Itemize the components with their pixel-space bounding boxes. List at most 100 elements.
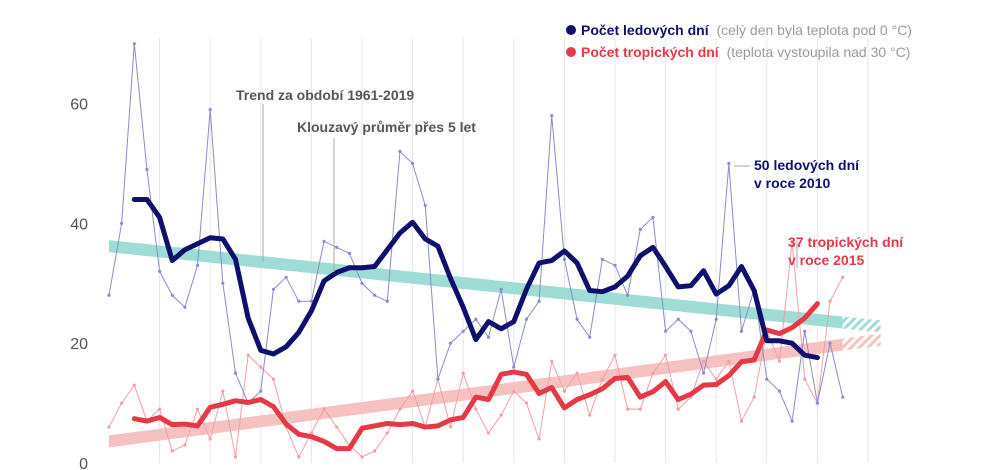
ice-annual-point [448, 341, 453, 345]
tropic-annual-point [360, 455, 364, 459]
tropic-annual-point [335, 425, 339, 429]
ice-annual-point [550, 113, 554, 118]
ice-annual-point [385, 299, 389, 303]
tropic-annual-point [385, 431, 389, 435]
tropic-annual-point [398, 407, 402, 411]
ice-annual-point [701, 371, 706, 375]
ice-annual-point [714, 317, 718, 321]
ice-annual-point [841, 395, 845, 399]
ice-annual-point [613, 263, 617, 267]
ice-annual-point [626, 293, 630, 297]
ice-annual-point [297, 299, 301, 303]
ice-annual-point [347, 251, 351, 255]
ice-annual-point [638, 227, 642, 231]
trend-bands [109, 240, 881, 448]
ice-annual-point [423, 203, 427, 208]
tropic-annual-point [259, 365, 263, 369]
ice-annual-point [411, 161, 415, 166]
ice-annual-point [335, 245, 339, 249]
tropic-annual-point [790, 239, 794, 243]
tropic-annual-point [638, 407, 642, 411]
tropic-annual-point [651, 371, 655, 375]
ice-annual-point [398, 149, 402, 154]
ice-annual-point [259, 389, 263, 393]
ice-annual-point [284, 275, 288, 279]
tropic-annual-point [297, 455, 301, 459]
ice-annual-point [360, 281, 364, 285]
tropic-annual-point [575, 371, 579, 375]
ice-annual-point [765, 377, 769, 381]
ice-annual-point [676, 317, 680, 321]
tropic-annual-point [246, 353, 250, 357]
tropic-annual-point [550, 359, 554, 363]
y-tick-label: 0 [79, 456, 88, 470]
ice-annual-point [170, 293, 174, 297]
tropic-annual-point [600, 377, 604, 381]
tropic-annual-point [271, 377, 276, 381]
tropic-annual-point [107, 425, 111, 429]
ice-annual-point [322, 239, 326, 243]
ice-annual-point [689, 329, 693, 333]
tropic-annual-point [195, 407, 200, 411]
ice-annual-point [120, 221, 124, 225]
ice-annual-point [739, 329, 744, 333]
tropic-annual-point [499, 413, 503, 417]
tropic-annual-point [739, 419, 744, 423]
tropic-annual-point [448, 425, 453, 429]
tropic-annual-point [322, 407, 326, 411]
tropic-annual-point [309, 431, 313, 435]
tropic-annual-point [233, 455, 238, 459]
legend-tropic-label: Počet tropických dní [581, 44, 720, 60]
ice-annual-point [524, 317, 529, 321]
ice-annual-point [486, 335, 491, 339]
tropic-annual-point [373, 449, 377, 453]
trend-annotation: Trend za období 1961-2019 [236, 87, 414, 103]
ice-annual-point [803, 329, 807, 333]
tropic-annual-point [664, 353, 668, 357]
ice-annual-point [436, 377, 440, 381]
legend-tropic-marker [566, 47, 576, 57]
ice-annual-point [575, 317, 579, 321]
moving-average-lines [131, 196, 820, 452]
ice-annual-point [588, 335, 592, 339]
ice-annual-point [651, 215, 655, 220]
tropic-annual-point [524, 401, 529, 405]
tropic-annual-point [803, 377, 807, 381]
ice-annual-point [512, 365, 516, 369]
tropic-record-annotation-line2: v roce 2015 [788, 252, 864, 268]
tropic-trend-band-projection [842, 333, 881, 351]
ice-annual-point [727, 161, 731, 166]
tropic-annual-point [120, 401, 124, 405]
ice-moving-average-line [131, 196, 820, 361]
ice-annual-point [221, 281, 225, 285]
tropic-annual-point [562, 389, 567, 393]
y-tick-label: 20 [70, 336, 88, 353]
tropic-annual-point [676, 407, 680, 411]
tropic-annual-point [474, 407, 478, 411]
ice-trend-band-solid [109, 240, 843, 329]
ice-annual-point [562, 257, 567, 261]
y-tick-label: 40 [70, 216, 88, 233]
ice-annual-point [132, 42, 136, 46]
tropic-annual-point [461, 371, 465, 375]
tropic-moving-average-line [131, 301, 820, 452]
ice-annual-point [145, 167, 149, 172]
tropic-annual-point [158, 407, 162, 411]
ice-annual-point [600, 257, 604, 261]
ice-annual-point [461, 329, 465, 333]
y-tick-label: 60 [70, 97, 88, 114]
ice-annual-point [208, 107, 212, 112]
tropic-annual-point [588, 413, 592, 417]
ice-annual-point [183, 305, 187, 309]
tropic-annual-point [841, 275, 845, 279]
ice-trend-band-projection [842, 316, 881, 333]
ice-annual-point [107, 293, 111, 297]
annotation-leaders [262, 104, 798, 272]
tropic-annual-point [752, 395, 756, 399]
y-axis-ticks: 0 20 40 60 [70, 97, 88, 470]
tropic-annual-point [626, 407, 630, 411]
ice-annual-point [664, 329, 668, 333]
tropic-annual-point [411, 389, 415, 393]
